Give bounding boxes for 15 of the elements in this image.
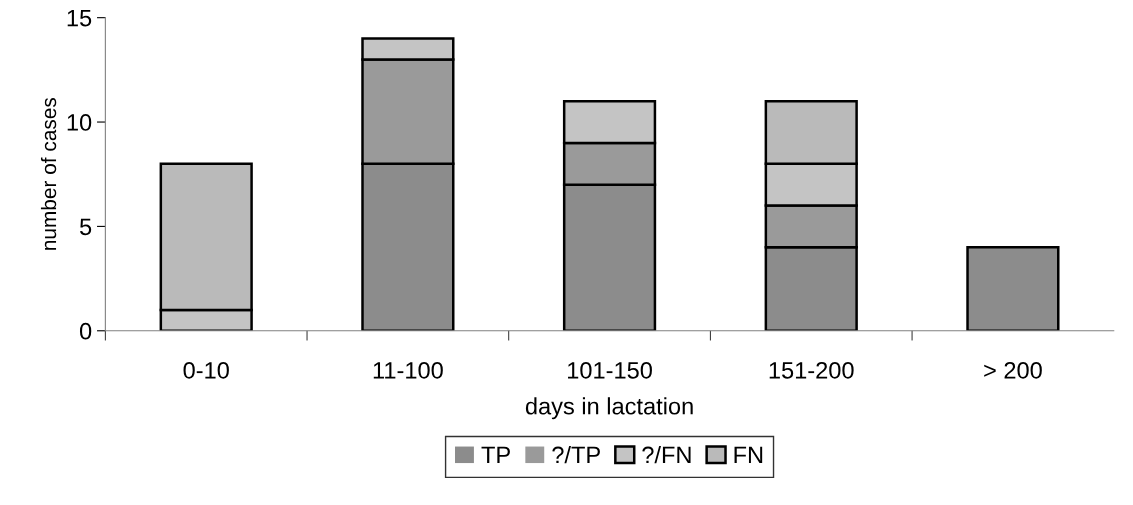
x-tick-label: 11-100 (373, 361, 443, 379)
legend-label: FN (734, 446, 763, 464)
x-tick-label: 101-150 (568, 361, 652, 379)
y-tick-label: 15 (67, 9, 92, 27)
legend-label: ?/TP (552, 445, 600, 464)
legend-label: ?/FN (642, 445, 691, 464)
legend-label: TP (481, 446, 510, 464)
y-tick-label: 5 (79, 218, 92, 236)
y-tick-label: 0 (79, 322, 92, 340)
y-tick-label: 10 (67, 114, 92, 131)
y-axis-title: number of cases (40, 97, 57, 250)
x-tick-label: > 200 (984, 361, 1042, 379)
x-tick-label: 151-200 (769, 361, 854, 379)
x-axis-title: days in lactation (525, 397, 693, 420)
x-tick-label: 0-10 (183, 361, 229, 379)
